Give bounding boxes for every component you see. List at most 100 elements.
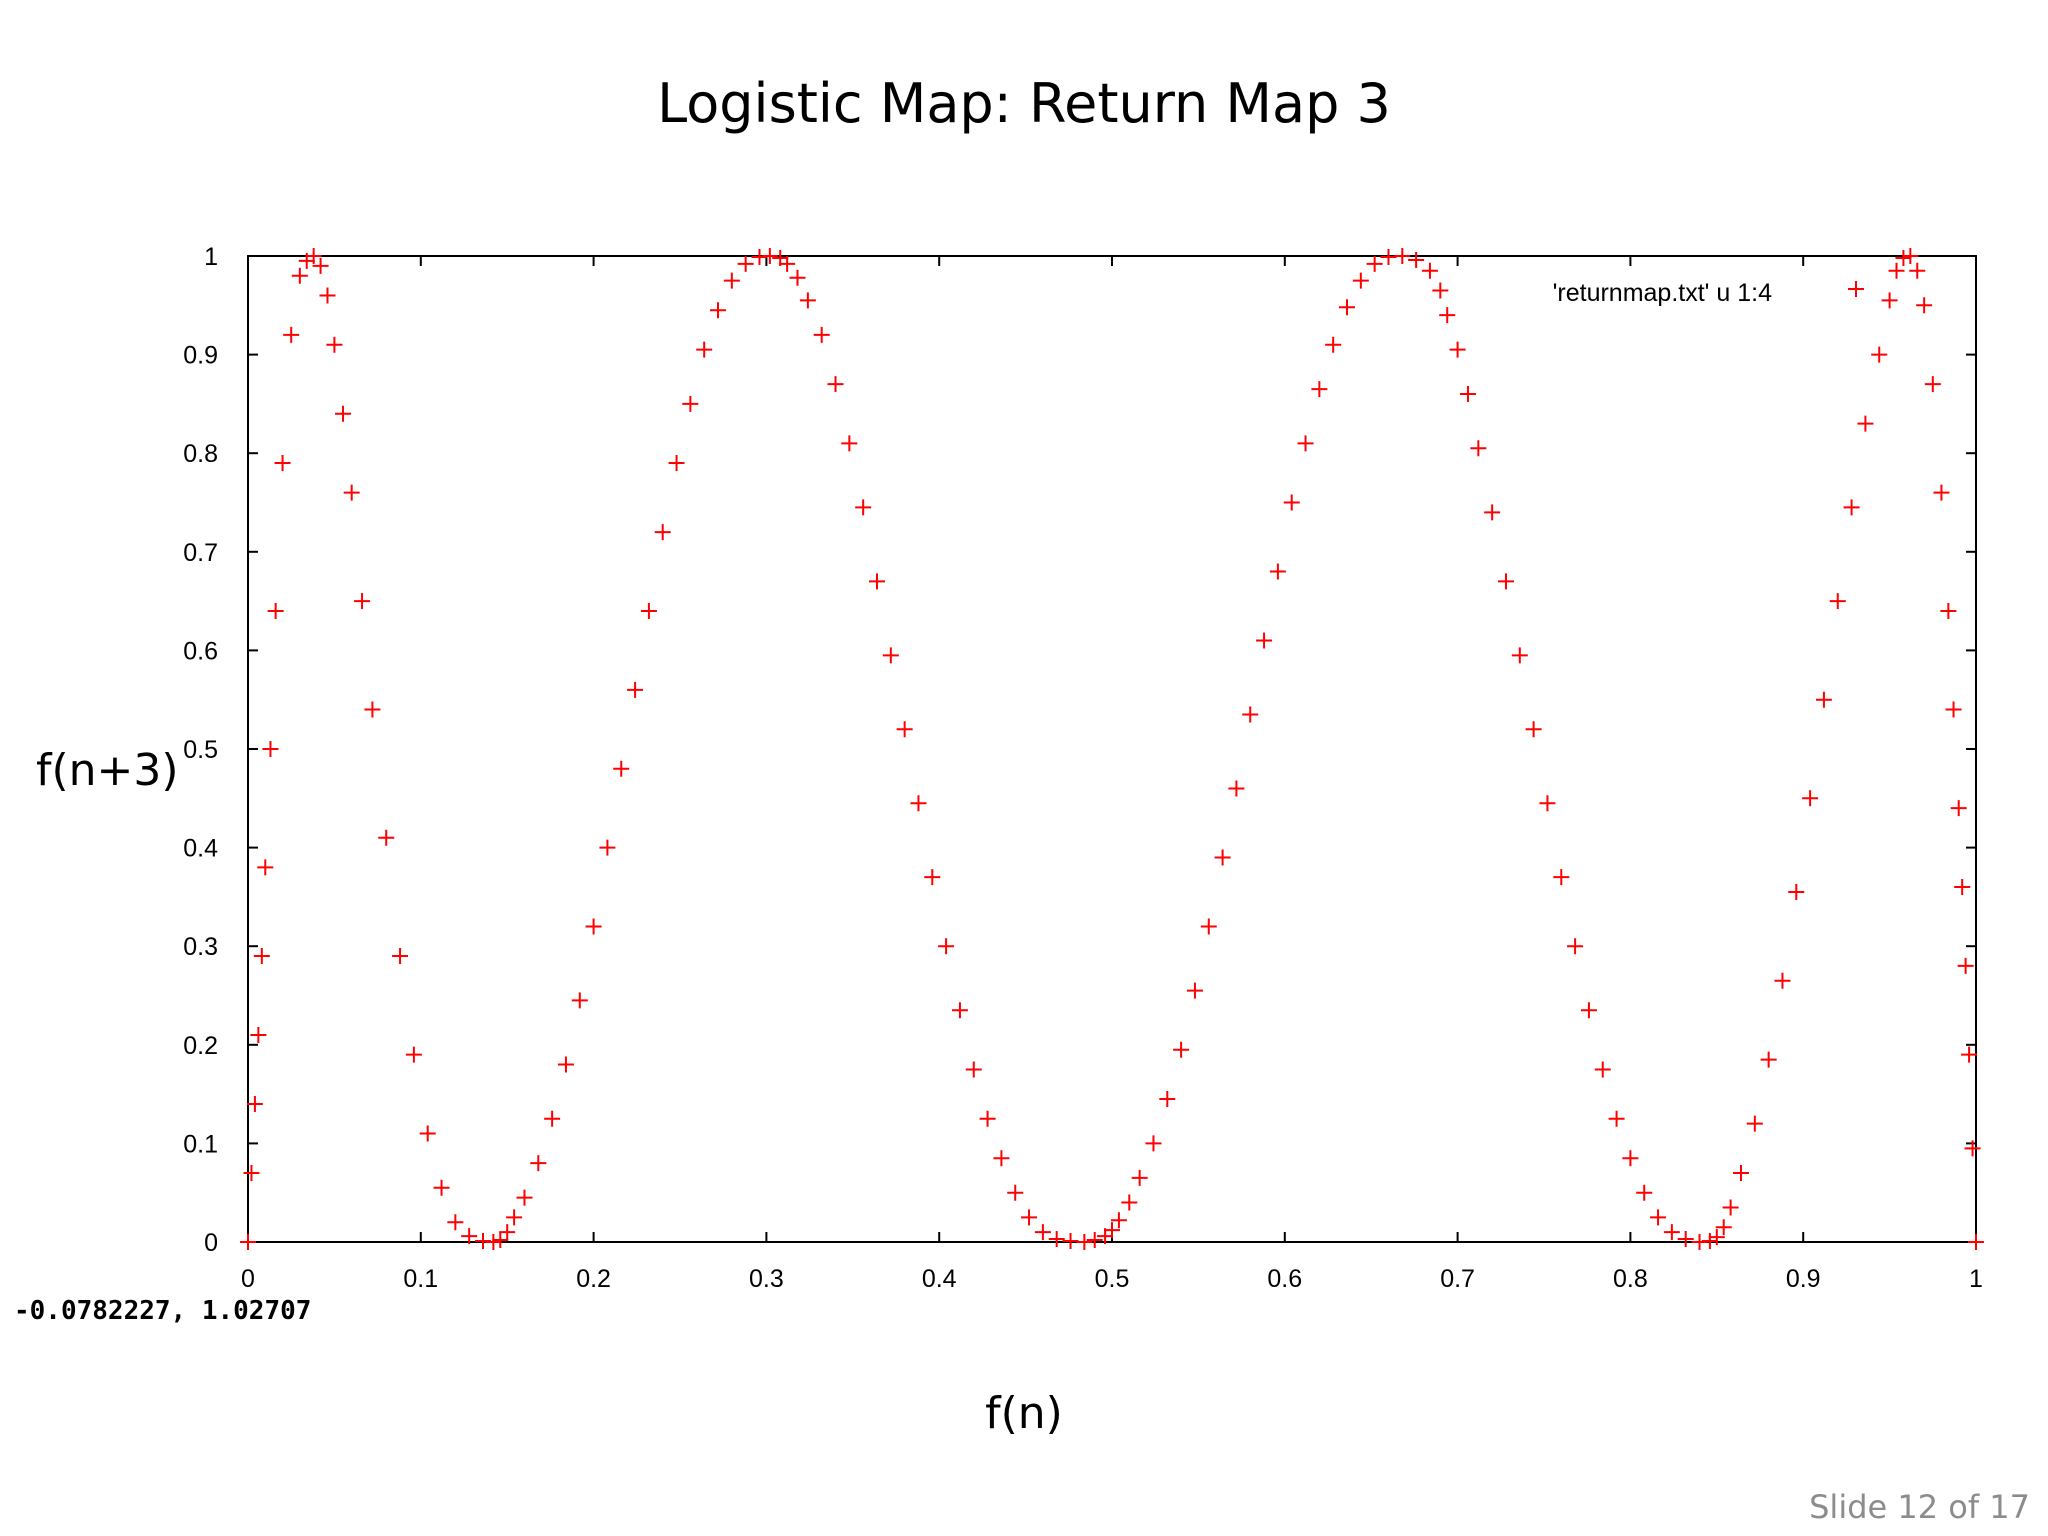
data-point [710,302,727,319]
data-point [291,267,308,284]
x-tick-label: 0.8 [1613,1265,1648,1293]
data-point [1228,780,1245,797]
data-point [1594,1061,1611,1078]
x-axis-ticks: 0 0.1 0.2 0.3 0.4 0.5 0.6 0.7 0.8 0.9 1 [241,256,1983,1293]
data-point [993,1150,1010,1167]
data-point [1062,1233,1079,1250]
y-axis-ticks: 0 0.1 0.2 0.3 0.4 0.5 0.6 0.7 0.8 0.9 1 [183,243,1976,1257]
x-tick-label: 1 [1969,1265,1983,1293]
data-point [1636,1184,1653,1201]
data-point [1843,499,1860,516]
data-point [1732,1164,1749,1181]
data-point [1076,1234,1093,1250]
data-point [627,681,644,698]
data-point [305,248,322,264]
data-point [433,1179,450,1196]
data-point [896,721,913,738]
data-point [1339,299,1356,316]
data-point [1802,790,1819,807]
data-point [1539,795,1556,812]
data-point [253,948,270,965]
data-point [447,1214,464,1231]
x-axis-label: f(n) [985,1388,1063,1439]
data-point [1701,1233,1718,1250]
data-point [1871,346,1888,363]
data-point [1325,336,1342,353]
data-point [924,869,941,886]
y-tick-label: 0.5 [183,736,218,764]
data-point [1086,1232,1103,1249]
data-point [1007,1184,1024,1201]
data-point [364,701,381,718]
x-tick-label: 0.1 [403,1265,438,1293]
y-axis-label: f(n+3) [36,745,179,796]
data-point [1957,957,1974,974]
data-point [1722,1199,1739,1216]
data-point [1186,982,1203,999]
y-tick-label: 0.6 [183,637,218,665]
y-tick-label: 0.2 [183,1032,218,1060]
data-point [1394,248,1411,264]
x-tick-label: 0.7 [1440,1265,1475,1293]
data-point [1902,248,1919,264]
data-point [485,1234,502,1250]
data-point [1857,415,1874,432]
data-point [319,287,336,304]
data-point [1622,1150,1639,1167]
data-point [1708,1229,1725,1246]
data-point [1829,593,1846,610]
data-point [1366,255,1383,272]
data-point [274,455,291,472]
y-tick-label: 0.3 [183,933,218,961]
x-tick-label: 0.9 [1786,1265,1821,1293]
slide-title: Logistic Map: Return Map 3 [657,72,1391,135]
y-tick-label: 0.9 [183,342,218,370]
data-point [1888,262,1905,279]
data-point [979,1110,996,1127]
data-point [1608,1110,1625,1127]
data-point [654,524,671,541]
data-point [1380,248,1397,265]
data-point [1034,1224,1051,1241]
legend: 'returnmap.txt' u 1:4 [1553,279,1864,307]
data-point [1760,1051,1777,1068]
data-point [1200,918,1217,935]
x-tick-label: 0.5 [1095,1265,1130,1293]
data-point [499,1224,516,1241]
data-point [257,859,274,876]
data-point [392,948,409,965]
data-point [1881,292,1898,309]
coordinate-readout: -0.0782227, 1.02707 [14,1296,312,1326]
data-point [1432,282,1449,299]
data-point [1933,484,1950,501]
data-point [1021,1209,1038,1226]
data-point [789,269,806,286]
data-point [246,1095,263,1112]
y-tick-label: 0.8 [183,440,218,468]
data-point [343,484,360,501]
y-tick-label: 0.4 [183,835,218,863]
data-point [405,1046,422,1063]
plot-frame [247,255,1977,1243]
data-point [354,593,371,610]
data-point [1421,262,1438,279]
data-point [250,1026,267,1043]
data-point [1283,494,1300,511]
data-point [1159,1091,1176,1108]
slide-number: Slide 12 of 17 [1809,1488,2030,1526]
data-point [1256,632,1273,649]
y-tick-label: 0.7 [183,539,218,567]
data-point [1173,1041,1190,1058]
data-point [1788,883,1805,900]
data-point [1484,504,1501,521]
data-point [378,829,395,846]
data-point [1954,879,1971,896]
data-point [326,336,343,353]
data-point [1408,251,1425,268]
y-tick-label: 1 [204,243,218,271]
data-point [283,326,300,343]
data-point [1439,307,1456,324]
data-point [530,1155,547,1172]
data-point [613,760,630,777]
